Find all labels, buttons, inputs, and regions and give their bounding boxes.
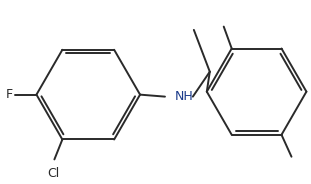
Text: F: F <box>5 88 12 101</box>
Text: Cl: Cl <box>47 167 59 180</box>
Text: NH: NH <box>175 90 194 103</box>
